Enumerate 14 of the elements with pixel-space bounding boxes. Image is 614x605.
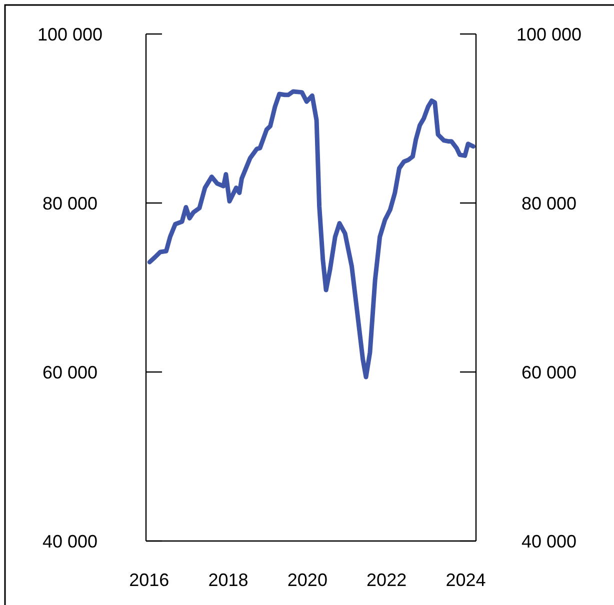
y-tick-label: 60 000 — [42, 362, 98, 382]
y2-tick-label: 40 000 — [521, 531, 577, 552]
x-tick-label: 2024 — [446, 570, 486, 590]
y2-tick-label: 80 000 — [521, 193, 577, 214]
y2-tick-label: 100 000 — [516, 24, 582, 44]
y-tick-label: 100 000 — [37, 24, 103, 44]
x-tick-label: 2020 — [287, 570, 328, 590]
y-tick-label: 80 000 — [42, 193, 98, 214]
y2-tick-label: 60 000 — [521, 362, 577, 382]
x-tick-label: 2022 — [366, 570, 407, 590]
y-tick-label: 40 000 — [42, 531, 98, 552]
line-series — [147, 89, 476, 380]
x-tick-label: 2018 — [208, 570, 248, 590]
x-tick-label: 2016 — [129, 570, 170, 590]
